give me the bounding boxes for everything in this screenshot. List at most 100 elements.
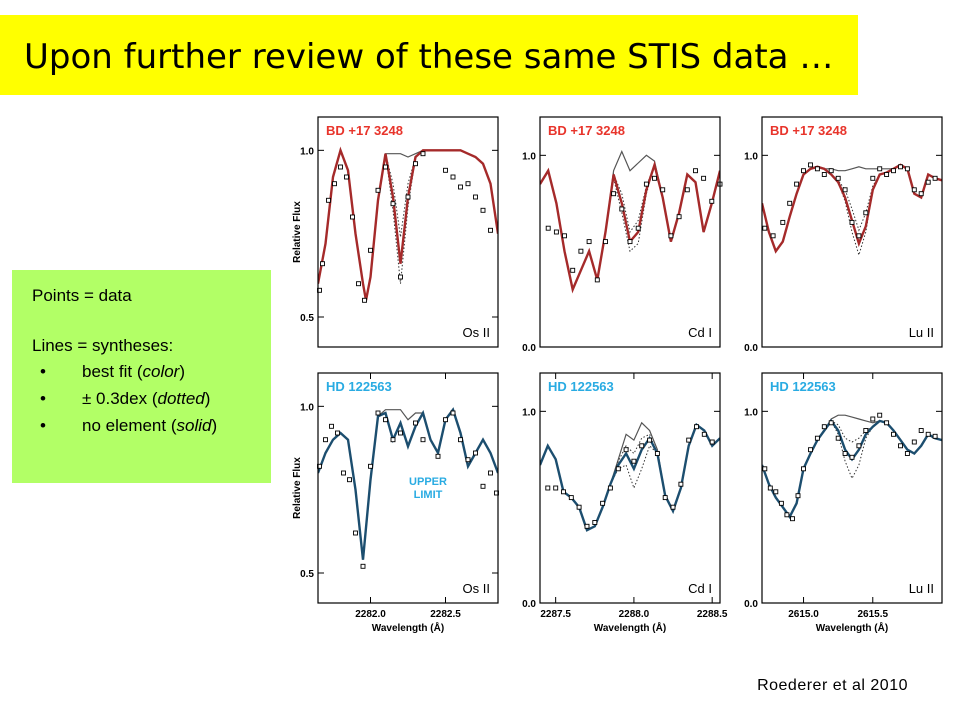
x-tick-label: 2615.5 [857,609,888,620]
best-fit-line [762,418,942,520]
data-point [356,281,361,287]
data-point [654,451,660,456]
data-point [350,214,355,220]
minus-0.3dex-line [540,163,720,292]
minus-0.3dex-line [762,420,942,518]
plus-0.3dex-line [540,424,720,531]
x-tick-label: 2615.0 [788,609,819,620]
star-label: BD +17 3248 [548,123,625,138]
data-point [568,495,574,501]
data-point [450,410,456,416]
data-point [849,219,855,225]
data-point [918,428,924,433]
data-point [849,454,855,460]
data-point [801,466,806,472]
y-tick-label: 0.0 [744,343,758,354]
data-point [323,437,328,443]
data-point [701,431,707,437]
panel-frame [539,372,721,604]
data-point [647,437,653,443]
data-point [932,175,938,181]
data-point [398,274,403,280]
data-point [808,447,813,453]
legend-item-style: solid [176,416,212,435]
x-tick-label: 2287.5 [540,609,571,620]
x-tick-label: 2282.0 [355,609,386,620]
species-label: Os II [463,325,490,340]
y-tick-label: 1.0 [300,146,314,157]
data-point [329,423,334,429]
data-point [918,191,924,197]
y-tick-label: 1.0 [300,402,314,413]
data-point [341,470,346,476]
data-point [326,197,331,203]
data-point [795,493,801,499]
data-point [780,219,786,225]
best-fit-line [318,407,498,560]
data-point [465,457,471,463]
data-point [360,563,366,569]
data-point [553,485,559,491]
data-point [413,420,418,426]
star-label: HD 122563 [770,379,836,394]
data-point [701,175,707,181]
data-point [383,417,388,423]
star-label: HD 122563 [548,379,614,394]
panel-frame [317,372,499,604]
data-point [390,201,396,207]
y-tick-label: 1.0 [744,407,758,418]
data-point [870,416,876,422]
legend-item-text: best fit [82,362,137,381]
data-point [320,261,325,267]
data-point [443,417,448,423]
data-point [420,151,426,157]
data-point [603,239,608,245]
y-axis-label: Relative Flux [292,201,303,263]
data-point [767,485,773,491]
plus-0.3dex-line [318,408,498,560]
plus-0.3dex-line [540,162,720,292]
data-point [856,233,862,239]
spectrum-panel: 0.0 1.0 BD +17 3248 Lu II [744,116,943,354]
data-point [480,483,486,489]
star-label: BD +17 3248 [326,123,403,138]
data-point [615,466,621,472]
data-point [678,481,684,487]
data-point [413,161,418,167]
data-point [344,174,349,180]
species-label: Os II [463,581,490,596]
data-point [623,447,629,453]
data-point [435,453,441,459]
data-point [375,187,381,193]
data-point [668,233,674,239]
no-element-line [762,414,942,518]
data-point [473,194,478,200]
data-point [835,435,841,441]
data-point [863,428,869,433]
data-point [856,443,862,449]
data-point [787,200,793,206]
plus-0.3dex-line [318,148,498,301]
legend-item-no-element: no element (solid) [82,416,218,435]
data-point [884,420,890,426]
data-point [338,164,343,170]
data-point [562,233,567,239]
data-point [619,206,625,212]
spectra-figure: 0.5 1.0 BD +17 3248 Os II Relative Flux 0.0 1.… [292,116,943,634]
data-point [375,410,381,416]
data-point [898,443,903,449]
data-point [353,530,358,536]
data-point [592,520,598,525]
slide-title: Upon further review of these same STIS d… [24,37,834,77]
data-point [662,495,668,501]
species-label: Cd I [688,581,712,596]
species-label: Cd I [688,325,712,340]
citation: Roederer et al 2010 [757,677,908,694]
minus-0.3dex-line [762,164,942,253]
data-point [398,430,403,436]
data-point [594,277,600,283]
data-point [586,239,592,245]
panel-frame [761,116,943,348]
x-tick-label: 2288.0 [619,609,650,620]
x-tick-label: 2282.5 [430,609,461,620]
